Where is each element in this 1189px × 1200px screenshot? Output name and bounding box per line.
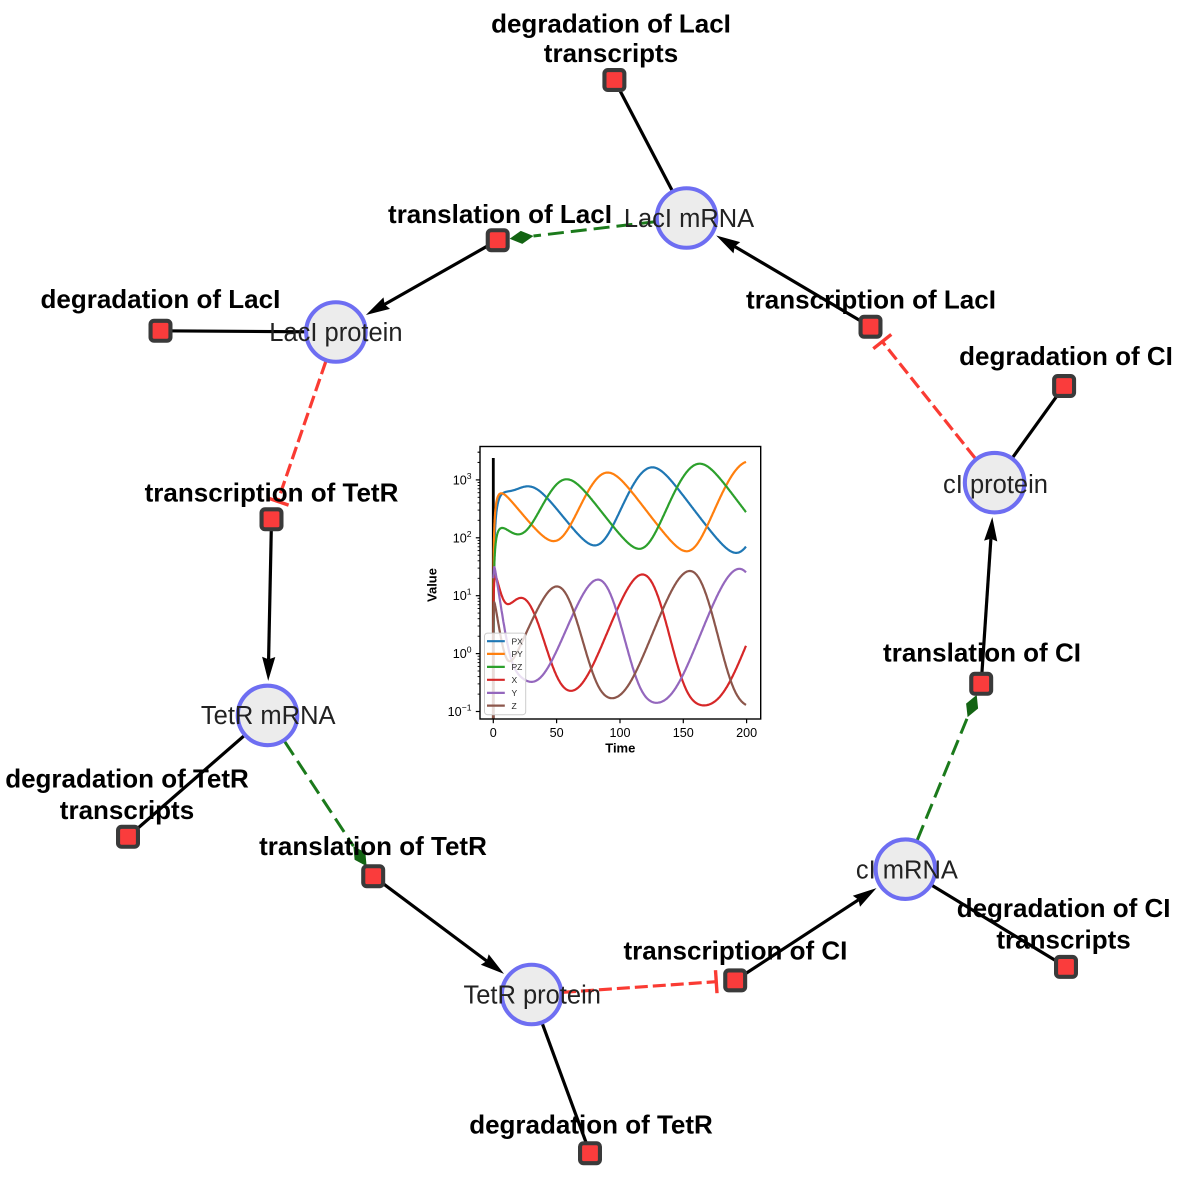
svg-text:Value: Value [425,568,440,602]
svg-text:200: 200 [736,726,757,740]
svg-text:cI mRNA: cI mRNA [856,856,958,884]
svg-text:degradation of TetR: degradation of TetR [469,1110,713,1140]
svg-text:translation of CI: translation of CI [883,638,1081,668]
svg-text:PY: PY [512,649,524,659]
svg-text:TetR mRNA: TetR mRNA [201,702,336,730]
svg-text:transcripts: transcripts [544,38,678,68]
svg-text:Y: Y [512,688,518,698]
svg-text:transcription of CI: transcription of CI [623,935,847,965]
svg-text:PZ: PZ [512,662,523,672]
svg-text:degradation of CI: degradation of CI [959,341,1173,371]
svg-text:degradation of LacI: degradation of LacI [491,9,731,39]
svg-text:150: 150 [673,726,694,740]
svg-text:cI protein: cI protein [943,471,1048,499]
svg-text:degradation of TetR: degradation of TetR [5,764,249,794]
svg-text:PX: PX [512,636,524,646]
svg-text:Z: Z [512,701,517,711]
svg-text:transcription of LacI: transcription of LacI [746,285,996,315]
svg-text:degradation of CI: degradation of CI [957,893,1171,923]
svg-text:transcripts: transcripts [60,795,194,825]
svg-text:TetR protein: TetR protein [463,982,601,1010]
svg-text:X: X [512,675,518,685]
svg-text:LacI protein: LacI protein [269,319,402,347]
svg-text:Time: Time [605,740,635,755]
svg-text:100: 100 [609,726,630,740]
svg-text:translation of TetR: translation of TetR [259,831,487,861]
svg-text:transcription of TetR: transcription of TetR [145,478,399,508]
svg-text:translation of LacI: translation of LacI [388,199,612,229]
svg-text:LacI mRNA: LacI mRNA [624,205,754,233]
svg-text:0: 0 [490,726,497,740]
svg-text:50: 50 [550,726,564,740]
svg-text:transcripts: transcripts [996,924,1130,954]
svg-text:degradation of LacI: degradation of LacI [40,284,280,314]
